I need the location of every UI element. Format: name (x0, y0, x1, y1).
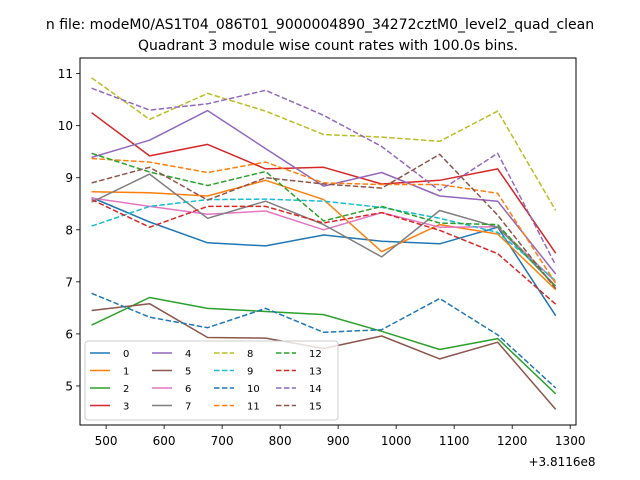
legend-label-11: 11 (247, 402, 260, 413)
series-line-9 (91, 198, 557, 282)
series-layer (91, 77, 557, 410)
series-line-3 (91, 112, 557, 254)
legend-label-12: 12 (309, 349, 322, 360)
legend-label-5: 5 (185, 367, 191, 378)
y-tick-label: 11 (58, 67, 73, 81)
series-line-12 (91, 152, 557, 288)
legend-label-4: 4 (185, 349, 191, 360)
series-line-14 (91, 87, 557, 266)
y-tick-label: 7 (65, 275, 73, 289)
series-line-0 (91, 196, 557, 317)
x-tick-label: 700 (211, 434, 234, 448)
y-tick-label: 10 (58, 119, 73, 133)
legend-label-8: 8 (247, 349, 253, 360)
y-tick-label: 9 (65, 171, 73, 185)
x-tick-label: 900 (327, 434, 350, 448)
series-line-13 (91, 198, 557, 305)
legend-box (84, 340, 339, 421)
y-tick-label: 5 (65, 379, 73, 393)
series-line-4 (91, 109, 557, 275)
legend-label-15: 15 (309, 402, 322, 413)
x-tick-label: 1300 (555, 434, 586, 448)
legend-label-6: 6 (185, 384, 191, 395)
legend-label-2: 2 (123, 384, 129, 395)
series-line-10 (91, 292, 557, 389)
x-axis: 500 600 700 800 900 1000 1100 1200 1300 (95, 425, 586, 448)
y-tick-label: 8 (65, 223, 73, 237)
legend-label-3: 3 (123, 402, 129, 413)
series-line-7 (91, 173, 557, 287)
legend-label-1: 1 (123, 367, 129, 378)
x-tick-label: 1100 (439, 434, 470, 448)
legend-label-0: 0 (123, 349, 129, 360)
x-tick-label: 800 (269, 434, 292, 448)
y-tick-label: 6 (65, 327, 73, 341)
series-line-2 (91, 296, 557, 395)
x-axis-offset-label: +3.8116e8 (528, 455, 595, 469)
plot-border (79, 57, 577, 426)
legend-label-13: 13 (309, 367, 322, 378)
series-line-8 (91, 77, 557, 211)
legend-label-10: 10 (247, 384, 260, 395)
series-line-1 (91, 179, 557, 291)
x-tick-label: 600 (153, 434, 176, 448)
y-axis: 5 6 7 8 9 10 11 (58, 67, 80, 393)
figure-suptitle: n file: modeM0/AS1T04_086T01_9000004890_… (46, 17, 594, 33)
series-line-15 (91, 153, 557, 290)
x-tick-label: 1000 (381, 434, 412, 448)
x-tick-label: 1200 (497, 434, 528, 448)
legend-label-14: 14 (309, 384, 322, 395)
legend-label-9: 9 (247, 367, 253, 378)
series-line-6 (91, 197, 557, 283)
x-tick-label: 500 (95, 434, 118, 448)
series-line-11 (91, 157, 557, 284)
legend-label-7: 7 (185, 402, 191, 413)
chart-title: Quadrant 3 module wise count rates with … (138, 38, 518, 54)
